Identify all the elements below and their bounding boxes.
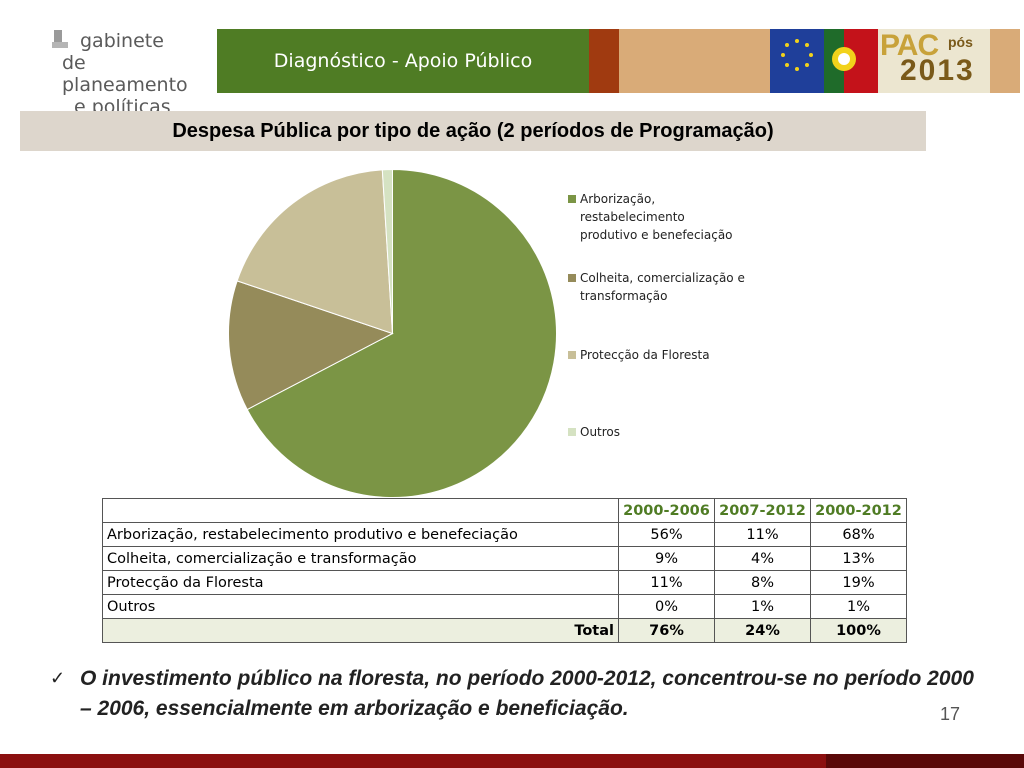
gpp-logo: gabinete de planeamento e políticas	[52, 28, 212, 118]
legend-label-line: Colheita, comercialização e	[580, 271, 745, 285]
footer-bar	[0, 754, 1024, 768]
legend-label-line: restabelecimento	[580, 210, 685, 224]
pac-pos-word: pós	[948, 34, 973, 50]
table-total-label: Total	[102, 618, 619, 643]
logo-line-2: de planeamento	[62, 52, 188, 96]
logo-mark-icon	[52, 30, 68, 48]
table-header-cell: 2000-2006	[618, 498, 715, 523]
legend-swatch	[568, 428, 576, 436]
footer-accent	[826, 754, 1024, 768]
data-table: 2000-2006 2007-2012 2000-2012 Arborizaçã…	[102, 498, 907, 643]
bullet-text: O investimento público na floresta, no p…	[80, 667, 974, 720]
table-cell: 4%	[714, 546, 811, 571]
logo-line-1: gabinete	[80, 30, 164, 52]
legend-label-line: Outros	[580, 425, 621, 439]
table-total-cell: 100%	[810, 618, 907, 643]
table-header-cell	[102, 498, 619, 523]
legend-label-line: Arborização,	[580, 192, 656, 206]
table-header-cell: 2000-2012	[810, 498, 907, 523]
header-title: Diagnóstico - Apoio Público	[273, 50, 533, 72]
legend-label-line: produtivo e benefeciação	[580, 228, 733, 242]
table-cell: 0%	[618, 594, 715, 619]
page-number: 17	[940, 704, 961, 724]
slide-subtitle: Despesa Pública por tipo de ação (2 perí…	[172, 120, 774, 142]
table-cell: 9%	[618, 546, 715, 571]
table-row: Arborização, restabelecimento produtivo …	[102, 522, 907, 547]
pie-slice-arborizacao	[246, 168, 557, 498]
table-cell-label: Colheita, comercialização e transformaçã…	[102, 546, 619, 571]
pac-year: 2013	[900, 54, 975, 87]
flags-image	[770, 29, 878, 93]
pie-chart	[228, 168, 557, 498]
table-cell: 13%	[810, 546, 907, 571]
legend-item-proteccao: Protecção da Floresta	[568, 346, 758, 364]
header-tan-panel	[619, 29, 770, 93]
table-cell: 11%	[714, 522, 811, 547]
table-row: Outros 0% 1% 1%	[102, 594, 907, 619]
table-header-row: 2000-2006 2007-2012 2000-2012	[102, 498, 907, 523]
table-cell: 1%	[714, 594, 811, 619]
table-cell-label: Protecção da Floresta	[102, 570, 619, 595]
legend-swatch	[568, 195, 576, 203]
table-cell: 8%	[714, 570, 811, 595]
legend-label-line: transformação	[580, 289, 668, 303]
legend-label-line: Protecção da Floresta	[580, 348, 710, 362]
pie-slice-outros	[381, 168, 393, 334]
pac-word: PAC	[880, 29, 939, 62]
logo-text: gabinete de planeamento e políticas	[62, 30, 212, 118]
pie-slice-proteccao	[236, 169, 394, 335]
table-cell-label: Arborização, restabelecimento produtivo …	[102, 522, 619, 547]
table-cell-label: Outros	[102, 594, 619, 619]
table-row: Colheita, comercialização e transformaçã…	[102, 546, 907, 571]
table-total-cell: 76%	[618, 618, 715, 643]
legend-swatch	[568, 274, 576, 282]
table-cell: 56%	[618, 522, 715, 547]
pac-pos-2013-badge	[878, 29, 990, 93]
header-right-strip	[990, 29, 1020, 93]
subtitle-band	[20, 111, 926, 151]
pie-slice-colheita	[228, 280, 394, 411]
table-cell: 68%	[810, 522, 907, 547]
header-rust-strip	[589, 29, 619, 93]
legend-swatch	[568, 351, 576, 359]
table-total-cell: 24%	[714, 618, 811, 643]
table-header-cell: 2007-2012	[714, 498, 811, 523]
legend-item-colheita: Colheita, comercialização e transformaçã…	[568, 269, 758, 305]
header-green-panel	[217, 29, 589, 93]
checkmark-icon: ✓	[50, 668, 66, 688]
legend-item-arborizacao: Arborização, restabelecimento produtivo …	[568, 190, 758, 244]
table-cell: 19%	[810, 570, 907, 595]
eu-portugal-flags-icon	[770, 29, 878, 93]
table-cell: 11%	[618, 570, 715, 595]
table-total-row: Total 76% 24% 100%	[102, 618, 907, 643]
legend-item-outros: Outros	[568, 423, 758, 441]
table-cell: 1%	[810, 594, 907, 619]
table-row: Protecção da Floresta 11% 8% 19%	[102, 570, 907, 595]
